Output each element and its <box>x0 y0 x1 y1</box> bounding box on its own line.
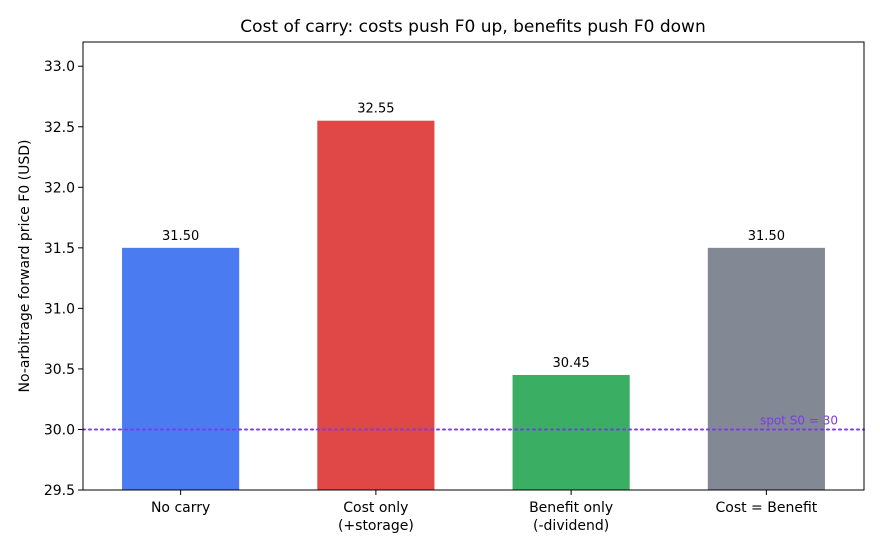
bar <box>317 120 435 491</box>
plot-frame <box>82 41 865 491</box>
x-tick-label: Cost only <box>343 500 408 516</box>
spot-reference-label: spot S0 = 30 <box>760 413 838 427</box>
plot-area: 29.5 30.0 30.5 31.0 31.5 32.0 32.5 33.0 31.50 No … <box>44 59 865 534</box>
x-tick-label: (-dividend) <box>533 518 609 534</box>
x-tick-label: Cost = Benefit <box>715 500 817 516</box>
y-tick-label: 31.0 <box>44 301 75 317</box>
y-tick-label: 30.5 <box>44 362 75 378</box>
y-tick-label: 29.5 <box>44 483 75 499</box>
y-tick-label: 32.5 <box>44 120 75 136</box>
y-tick-label: 30.0 <box>44 422 75 438</box>
bar-value-label: 32.55 <box>357 102 394 117</box>
y-tick-label: 31.5 <box>44 241 75 257</box>
bar <box>707 247 825 490</box>
y-tick-label: 32.0 <box>44 180 75 196</box>
chart-title: Cost of carry: costs push F0 up, benefit… <box>240 17 705 37</box>
x-tick-label: (+storage) <box>338 518 414 534</box>
y-tick-label: 33.0 <box>44 59 75 75</box>
y-axis-label: No-arbitrage forward price F0 (USD) <box>17 140 33 393</box>
bar-value-label: 31.50 <box>748 229 785 244</box>
bar-value-label: 30.45 <box>553 356 590 371</box>
x-tick-label: Benefit only <box>529 500 613 516</box>
bar-value-label: 31.50 <box>162 229 199 244</box>
x-tick-label: No carry <box>151 500 210 516</box>
bar <box>512 374 630 490</box>
bar <box>122 247 240 490</box>
